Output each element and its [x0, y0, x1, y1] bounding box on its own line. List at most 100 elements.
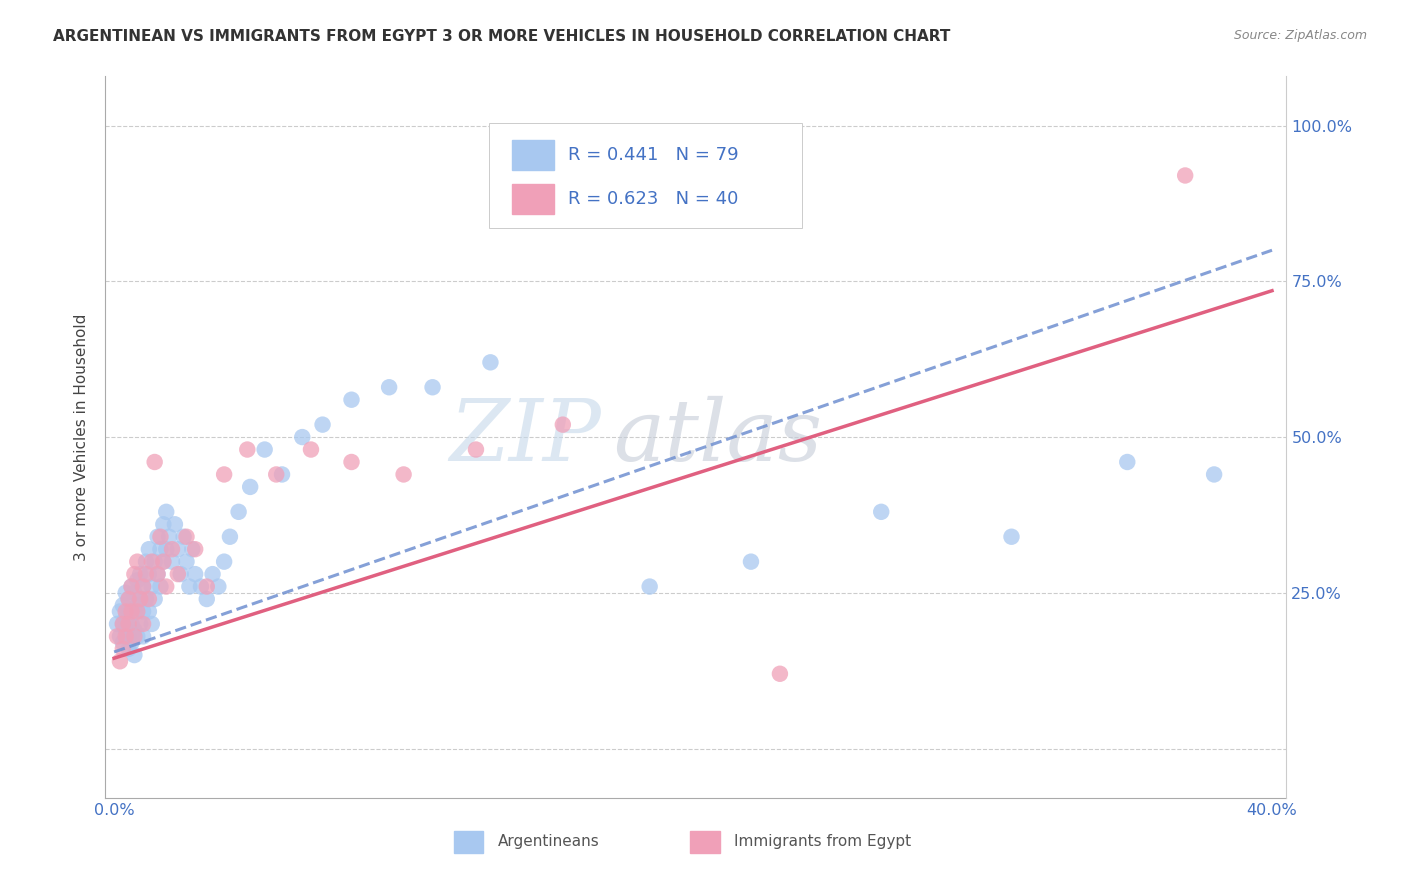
Point	[143, 555, 166, 569]
Point	[239, 480, 262, 494]
Point	[138, 605, 160, 619]
Point	[740, 555, 762, 569]
Text: ARGENTINEAN VS IMMIGRANTS FROM EGYPT 3 OR MORE VEHICLES IN HOUSEHOLD CORRELATION: ARGENTINEAN VS IMMIGRANTS FROM EGYPT 3 O…	[53, 29, 950, 44]
Point	[769, 666, 792, 681]
Point	[264, 467, 287, 482]
Point	[422, 380, 444, 394]
Bar	[454, 830, 484, 853]
Bar	[512, 140, 554, 170]
Point	[143, 592, 166, 607]
Point	[184, 567, 207, 582]
Text: atlas: atlas	[613, 396, 823, 478]
Point	[179, 580, 201, 594]
Point	[195, 592, 218, 607]
Point	[870, 505, 893, 519]
Point	[108, 654, 131, 668]
Point	[121, 580, 143, 594]
Point	[551, 417, 574, 432]
Point	[132, 616, 155, 631]
Point	[127, 555, 149, 569]
Point	[132, 629, 155, 643]
Point	[127, 574, 149, 588]
Point	[117, 592, 139, 607]
Point	[135, 592, 157, 607]
Point	[551, 150, 574, 164]
Point	[152, 555, 174, 569]
Point	[108, 629, 131, 643]
Point	[160, 555, 183, 569]
Point	[124, 567, 146, 582]
Point	[124, 586, 146, 600]
Point	[124, 605, 146, 619]
Point	[146, 530, 169, 544]
Point	[181, 542, 204, 557]
Point	[117, 616, 139, 631]
Bar	[690, 830, 720, 853]
Point	[173, 530, 195, 544]
Point	[124, 629, 146, 643]
Point	[166, 567, 188, 582]
Point	[1204, 467, 1226, 482]
Point	[184, 542, 207, 557]
Point	[132, 580, 155, 594]
Point	[340, 392, 363, 407]
Point	[141, 555, 163, 569]
Point	[160, 542, 183, 557]
Text: ZIP: ZIP	[450, 396, 602, 478]
Point	[207, 580, 229, 594]
Point	[291, 430, 314, 444]
Point	[111, 599, 134, 613]
Point	[271, 467, 294, 482]
Point	[114, 629, 136, 643]
Point	[141, 580, 163, 594]
Point	[146, 567, 169, 582]
Point	[135, 555, 157, 569]
Point	[155, 505, 177, 519]
Point	[114, 611, 136, 625]
FancyBboxPatch shape	[489, 123, 803, 227]
Point	[127, 629, 149, 643]
Point	[236, 442, 259, 457]
Bar	[512, 184, 554, 214]
Point	[111, 635, 134, 649]
Point	[176, 555, 198, 569]
Point	[117, 592, 139, 607]
Text: R = 0.441   N = 79: R = 0.441 N = 79	[568, 146, 740, 164]
Point	[129, 592, 152, 607]
Point	[124, 648, 146, 662]
Point	[176, 530, 198, 544]
Point	[105, 616, 128, 631]
Point	[127, 605, 149, 619]
Point	[149, 542, 172, 557]
Point	[465, 442, 488, 457]
Point	[138, 567, 160, 582]
Point	[166, 542, 188, 557]
Y-axis label: 3 or more Vehicles in Household: 3 or more Vehicles in Household	[75, 313, 90, 561]
Point	[212, 555, 235, 569]
Point	[105, 629, 128, 643]
Point	[114, 586, 136, 600]
Point	[392, 467, 415, 482]
Point	[155, 580, 177, 594]
Point	[1116, 455, 1139, 469]
Point	[228, 505, 250, 519]
Point	[149, 580, 172, 594]
Point	[157, 530, 180, 544]
Point	[111, 616, 134, 631]
Point	[190, 580, 212, 594]
Point	[479, 355, 502, 369]
Point	[638, 580, 661, 594]
Point	[124, 623, 146, 637]
Text: Argentineans: Argentineans	[498, 834, 599, 849]
Point	[195, 580, 218, 594]
Point	[132, 580, 155, 594]
Point	[114, 623, 136, 637]
Point	[117, 641, 139, 656]
Point	[111, 641, 134, 656]
Point	[163, 517, 186, 532]
Point	[121, 605, 143, 619]
Point	[212, 467, 235, 482]
Point	[1174, 169, 1197, 183]
Point	[129, 592, 152, 607]
Point	[121, 580, 143, 594]
